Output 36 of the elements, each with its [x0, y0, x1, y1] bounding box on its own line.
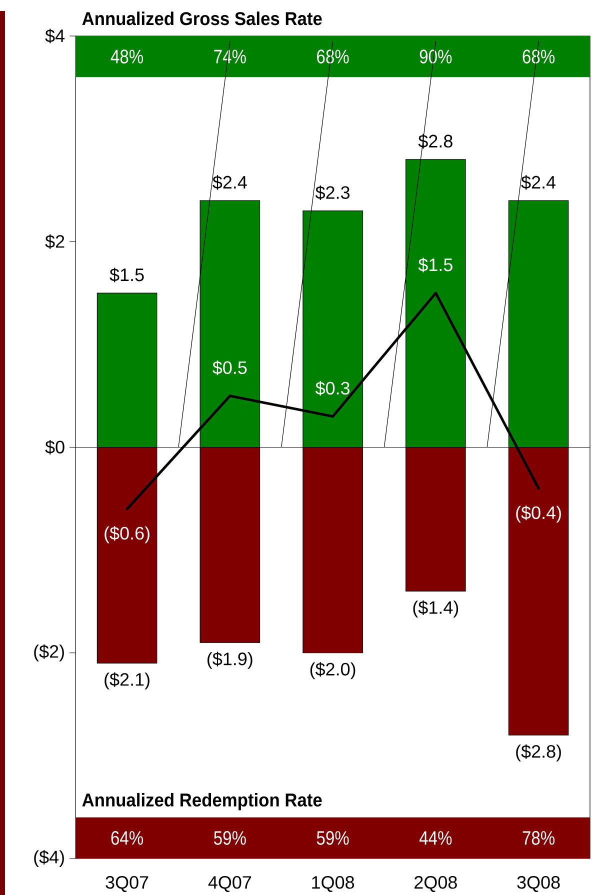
data-label: ($2.1) — [104, 672, 150, 690]
data-label: $2.3 — [315, 185, 350, 200]
data-label: $0.5 — [212, 360, 247, 376]
data-label: ($1.4) — [413, 600, 458, 618]
data-label: $2.4 — [212, 175, 247, 190]
data-label: ($0.6) — [104, 526, 150, 544]
y-tick-label: ($4) — [34, 850, 64, 868]
x-tick-label: 1Q08 — [312, 876, 354, 892]
annotation: Annualized Redemption Rate — [82, 792, 322, 810]
annotation: 64% — [111, 831, 144, 845]
data-label: $2.4 — [521, 175, 556, 190]
y-tick-label: $4 — [45, 28, 65, 44]
annotation: 59% — [316, 831, 349, 845]
annotation: 78% — [522, 831, 555, 845]
y-tick-label: $0 — [45, 440, 64, 455]
annotation: 74% — [214, 50, 246, 64]
annotation: 48% — [110, 50, 144, 64]
data-label: $1.5 — [110, 268, 144, 282]
x-tick-label: 3Q07 — [106, 876, 148, 892]
data-label: ($1.9) — [208, 652, 252, 669]
data-label: $0.3 — [315, 381, 350, 396]
y-tick-label: ($2) — [34, 644, 64, 662]
y-tick-label: $2 — [45, 234, 64, 249]
annotation: 44% — [419, 831, 452, 845]
text: Annualized Gross Sales Rate — [82, 12, 322, 26]
annotation: 68% — [317, 50, 349, 64]
annotation: 90% — [420, 50, 452, 64]
x-tick-label: 2Q08 — [414, 876, 457, 892]
data-label: $1.5 — [418, 258, 452, 272]
data-label: ($2.8) — [516, 744, 561, 762]
data-label: ($0.4) — [516, 506, 561, 523]
annotation: 68% — [522, 50, 555, 64]
data-label: ($2.0) — [310, 662, 356, 680]
x-tick-label: 3Q08 — [517, 876, 560, 892]
x-tick-label: 4Q07 — [208, 876, 252, 892]
annotation: 59% — [214, 831, 246, 845]
